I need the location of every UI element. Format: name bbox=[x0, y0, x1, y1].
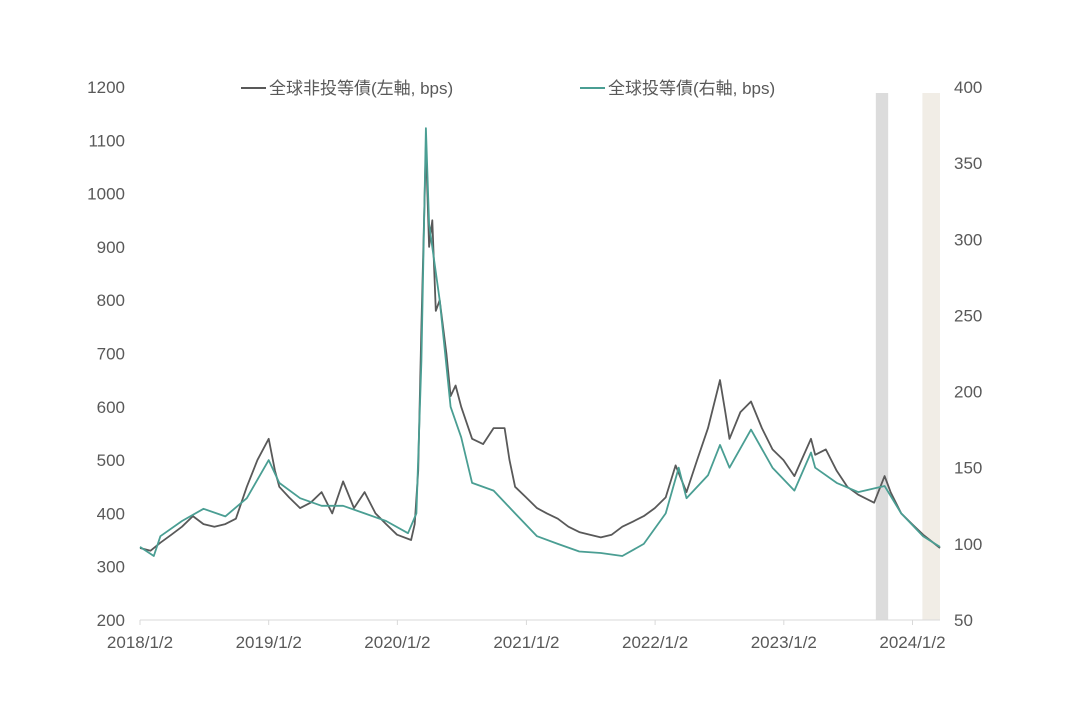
x-axis: 2018/1/2 2019/1/2 2020/1/2 2021/1/2 2022/1/2… bbox=[107, 620, 946, 652]
left-y-tick-label: 1100 bbox=[88, 131, 125, 150]
x-tick-label: 2024/1/2 bbox=[879, 633, 945, 652]
x-tick-label: 2022/1/2 bbox=[622, 633, 688, 652]
x-tick-label: 2019/1/2 bbox=[236, 633, 302, 652]
legend: 全球非投等債(左軸, bps) 全球投等債(右軸, bps) bbox=[241, 79, 775, 98]
left-y-tick-label: 300 bbox=[97, 558, 125, 577]
right-y-tick-label: 250 bbox=[954, 306, 982, 325]
series-lines bbox=[139, 127, 941, 557]
legend-label-high-yield: 全球非投等債(左軸, bps) bbox=[269, 79, 453, 98]
right-y-tick-label: 50 bbox=[954, 611, 973, 630]
x-tick-label: 2018/1/2 bbox=[107, 633, 173, 652]
right-y-tick-label: 400 bbox=[954, 78, 982, 97]
right-y-tick-label: 100 bbox=[954, 535, 982, 554]
x-tick-label: 2020/1/2 bbox=[364, 633, 430, 652]
series-line-high-yield bbox=[139, 144, 941, 552]
legend-label-investment-grade: 全球投等債(右軸, bps) bbox=[608, 79, 775, 98]
right-y-axis: 50 100 150 200 250 300 350 400 bbox=[954, 78, 982, 630]
left-y-tick-label: 900 bbox=[97, 238, 125, 257]
left-y-tick-label: 400 bbox=[97, 504, 125, 523]
right-y-tick-label: 300 bbox=[954, 230, 982, 249]
x-tick-label: 2023/1/2 bbox=[751, 633, 817, 652]
right-y-tick-label: 350 bbox=[954, 154, 982, 173]
shaded-period-1 bbox=[922, 93, 940, 620]
left-y-tick-label: 200 bbox=[97, 611, 125, 630]
right-y-tick-label: 200 bbox=[954, 383, 982, 402]
x-tick-label: 2021/1/2 bbox=[493, 633, 559, 652]
left-y-tick-label: 1000 bbox=[87, 185, 125, 204]
left-y-tick-label: 600 bbox=[97, 398, 125, 417]
left-y-tick-label: 1200 bbox=[87, 78, 125, 97]
left-y-tick-label: 800 bbox=[97, 291, 125, 310]
shaded-period-0 bbox=[875, 93, 889, 620]
left-y-tick-label: 500 bbox=[97, 451, 125, 470]
left-y-axis: 200 300 400 500 600 700 800 900 1000 1100 1200 bbox=[87, 78, 125, 630]
series-line-investment-grade bbox=[139, 127, 941, 557]
left-y-tick-label: 700 bbox=[97, 345, 125, 364]
right-y-tick-label: 150 bbox=[954, 459, 982, 478]
